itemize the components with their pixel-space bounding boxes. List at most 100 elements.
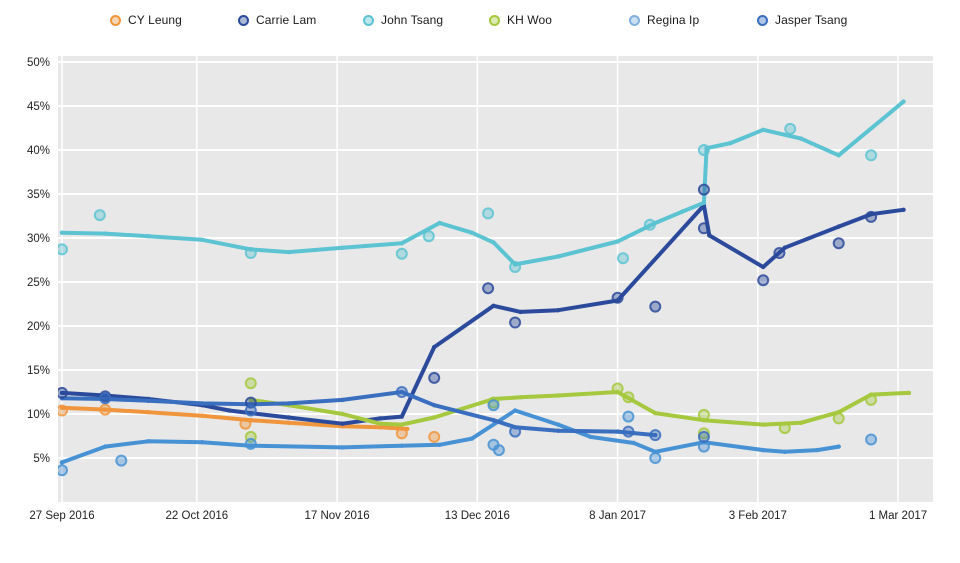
poll-point-carrie-lam xyxy=(482,282,495,295)
legend-item-regina-ip[interactable]: Regina Ip xyxy=(629,8,699,32)
legend-label-jasper-tsang: Jasper Tsang xyxy=(775,13,848,27)
trend-node-regina-ip xyxy=(469,436,475,441)
trend-node-john-tsang xyxy=(901,99,906,104)
trend-node-carrie-lam xyxy=(399,414,404,419)
trend-node-carrie-lam xyxy=(556,308,561,313)
trend-node-john-tsang xyxy=(399,241,404,246)
poll-point-kh-woo xyxy=(622,391,635,404)
trend-node-john-tsang xyxy=(491,240,496,245)
poll-point-regina-ip xyxy=(487,399,500,412)
legend-label-carrie-lam: Carrie Lam xyxy=(256,13,317,27)
trend-node-jasper-tsang xyxy=(556,428,561,433)
x-axis-tick-label: 17 Nov 2016 xyxy=(304,510,369,522)
poll-point-cy-leung xyxy=(428,430,441,443)
trend-node-carrie-lam xyxy=(836,224,841,229)
poll-point-jasper-tsang xyxy=(649,429,662,442)
trend-node-john-tsang xyxy=(728,140,734,146)
poll-point-carrie-lam xyxy=(509,316,522,329)
trend-node-kh-woo xyxy=(378,421,383,426)
trend-node-cy-leung xyxy=(103,407,108,412)
y-axis-tick-label: 15% xyxy=(27,365,50,377)
poll-point-carrie-lam xyxy=(832,237,845,250)
x-axis-tick-label: 13 Dec 2016 xyxy=(445,510,510,522)
trend-node-kh-woo xyxy=(653,410,658,416)
trend-node-john-tsang xyxy=(200,237,205,242)
trend-node-regina-ip xyxy=(437,442,442,447)
trend-node-kh-woo xyxy=(248,397,253,403)
poll-point-john-tsang xyxy=(617,252,629,265)
trend-node-carrie-lam xyxy=(782,245,787,250)
poll-point-cy-leung xyxy=(239,417,252,430)
y-axis-tick-label: 35% xyxy=(27,189,50,201)
y-axis-tick-label: 45% xyxy=(27,101,50,113)
legend-marker-john-tsang xyxy=(363,14,374,26)
poll-point-regina-ip xyxy=(697,440,710,453)
legend-marker-cy-leung xyxy=(110,14,121,26)
legend-item-kh-woo[interactable]: KH Woo xyxy=(489,8,552,32)
poll-point-jasper-tsang xyxy=(244,404,257,417)
trend-node-carrie-lam xyxy=(286,415,291,420)
poll-point-carrie-lam xyxy=(697,222,710,235)
trend-node-regina-ip xyxy=(340,445,345,450)
trend-node-carrie-lam xyxy=(707,233,712,238)
trend-node-cy-leung xyxy=(146,410,151,415)
trend-node-carrie-lam xyxy=(248,410,253,416)
trend-node-carrie-lam xyxy=(761,264,766,270)
trend-node-kh-woo xyxy=(556,393,561,398)
trend-node-jasper-tsang xyxy=(103,396,108,402)
trend-node-cy-leung xyxy=(200,413,205,418)
trend-node-john-tsang xyxy=(146,234,151,239)
trend-node-john-tsang xyxy=(701,200,707,205)
poll-point-regina-ip xyxy=(865,433,878,446)
trend-node-jasper-tsang xyxy=(615,429,620,434)
poll-point-carrie-lam xyxy=(773,247,786,259)
poll-point-carrie-lam xyxy=(58,386,68,399)
trend-node-regina-ip xyxy=(836,444,841,449)
legend-item-jasper-tsang[interactable]: Jasper Tsang xyxy=(757,8,847,32)
trend-node-carrie-lam xyxy=(59,390,65,396)
poll-point-john-tsang xyxy=(482,207,495,220)
poll-point-john-tsang xyxy=(697,144,710,156)
legend-marker-carrie-lam xyxy=(238,14,249,26)
trend-node-john-tsang xyxy=(340,245,345,250)
poll-point-kh-woo xyxy=(778,422,791,435)
trend-node-regina-ip xyxy=(782,449,787,454)
x-axis-tick-label: 27 Sep 2016 xyxy=(29,510,94,522)
poll-point-carrie-lam xyxy=(865,210,878,223)
y-axis-tick-label: 30% xyxy=(27,233,50,245)
legend-label-john-tsang: John Tsang xyxy=(381,13,444,27)
trend-node-regina-ip xyxy=(631,440,636,446)
trend-node-carrie-lam xyxy=(340,421,345,426)
legend-item-carrie-lam[interactable]: Carrie Lam xyxy=(238,8,316,32)
poll-point-kh-woo xyxy=(697,408,710,421)
poll-point-cy-leung xyxy=(395,427,408,440)
poll-point-john-tsang xyxy=(784,122,797,135)
trend-node-carrie-lam xyxy=(491,303,496,308)
x-axis-tick-label: 3 Feb 2017 xyxy=(729,510,787,522)
trend-node-john-tsang xyxy=(286,249,291,255)
legend-item-john-tsang[interactable]: John Tsang xyxy=(363,8,443,32)
trend-node-john-tsang xyxy=(836,153,841,158)
trend-node-kh-woo xyxy=(906,390,912,396)
trend-node-jasper-tsang xyxy=(653,432,658,438)
trend-node-kh-woo xyxy=(518,395,523,400)
trend-node-jasper-tsang xyxy=(432,403,437,408)
trend-node-jasper-tsang xyxy=(399,389,404,395)
poll-point-john-tsang xyxy=(93,209,106,222)
trend-node-john-tsang xyxy=(103,231,108,236)
trend-node-regina-ip xyxy=(146,439,151,444)
trend-node-carrie-lam xyxy=(227,408,232,413)
poll-point-carrie-lam xyxy=(697,183,710,196)
trend-line-carrie-lam xyxy=(60,203,906,426)
poll-point-john-tsang xyxy=(395,247,408,260)
trend-node-carrie-lam xyxy=(432,344,437,350)
poll-point-jasper-tsang xyxy=(395,386,408,398)
poll-point-kh-woo xyxy=(832,412,845,425)
trend-node-regina-ip xyxy=(815,447,820,453)
trend-node-kh-woo xyxy=(798,420,804,425)
legend-item-cy-leung[interactable]: CY Leung xyxy=(110,8,182,32)
trend-node-carrie-lam xyxy=(103,393,108,398)
legend-marker-jasper-tsang xyxy=(757,14,768,26)
trend-node-kh-woo xyxy=(340,411,345,417)
